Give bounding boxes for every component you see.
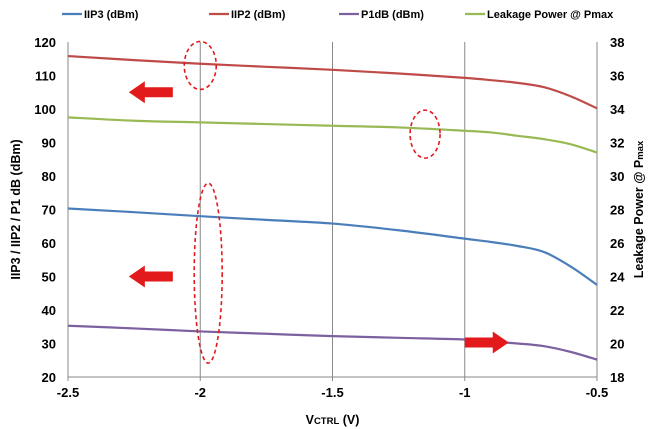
x-axis-title-sub: CTRL — [314, 416, 340, 427]
y-right-tick-label-10: 38 — [610, 35, 624, 50]
series-line-2 — [67, 324, 598, 361]
y-left-tick-label-5: 70 — [42, 203, 56, 218]
y-left-tick-label-1: 30 — [42, 337, 56, 352]
series-line-3 — [67, 116, 598, 154]
annotation-arrow-2 — [128, 265, 173, 288]
y-right-tick-label-6: 30 — [610, 169, 624, 184]
y-right-tick-label-3: 24 — [610, 270, 625, 285]
y-right-tick-label-9: 36 — [610, 69, 624, 84]
grid-lines — [67, 42, 598, 377]
axes — [67, 376, 598, 381]
legend-label-2: P1dB (dBm) — [361, 9, 424, 21]
y-left-tick-label-8: 100 — [34, 102, 56, 117]
legend: IIP3 (dBm) IIP2 (dBm) P1dB (dBm) Leakage Po… — [62, 9, 614, 21]
y-right-tick-label-1: 20 — [610, 337, 624, 352]
x-tick-label-1: -2 — [194, 385, 206, 400]
x-tick-label-3: -1 — [459, 385, 471, 400]
legend-label-1: IIP2 (dBm) — [231, 9, 286, 21]
y-left-tick-label-7: 90 — [42, 136, 56, 151]
y-left-tick-label-10: 120 — [34, 35, 56, 50]
legend-label-0: IIP3 (dBm) — [84, 9, 139, 21]
series-line-1 — [67, 54, 598, 110]
y-right-tick-label-8: 34 — [610, 102, 625, 117]
y-right-tick-label-5: 28 — [610, 203, 624, 218]
annotations — [128, 40, 509, 364]
y-right-tick-label-0: 18 — [610, 370, 624, 385]
y-left-axis-title: IIP3 / IIP2 / P1 dB (dBm) — [9, 139, 23, 279]
x-tick-label-0: -2.5 — [57, 385, 79, 400]
y-right-tick-labels: 18 20 22 24 26 28 30 32 34 36 38 — [610, 35, 625, 385]
y-left-tick-label-6: 80 — [42, 169, 56, 184]
y-right-tick-label-4: 26 — [610, 236, 624, 251]
y-left-tick-label-9: 110 — [35, 69, 56, 84]
y-right-tick-label-2: 22 — [610, 303, 624, 318]
x-axis-title-tail: (V) — [339, 413, 359, 427]
annotation-ellipse-1 — [409, 109, 441, 159]
x-axis-title-main: V — [306, 413, 315, 427]
y-right-axis-title: Leakage Power @ Pmax — [632, 140, 646, 278]
annotation-arrow-0 — [128, 81, 173, 104]
y-left-tick-label-4: 60 — [42, 236, 56, 251]
annotation-ellipse-2 — [193, 182, 223, 364]
x-tick-labels: -2.5 -2 -1.5 -1 -0.5 — [57, 385, 608, 400]
y-right-axis-title-sub: max — [635, 140, 646, 160]
y-right-tick-label-7: 32 — [610, 136, 624, 151]
annotation-arrow-1 — [464, 331, 509, 354]
x-tick-label-2: -1.5 — [321, 385, 343, 400]
annotation-ellipse-0 — [183, 40, 218, 91]
y-left-tick-label-0: 20 — [42, 370, 56, 385]
y-left-tick-labels: 20 30 40 50 60 70 80 90 100 110 120 — [34, 35, 56, 385]
y-left-tick-label-2: 40 — [42, 303, 56, 318]
x-axis-title: VCTRL (V) — [306, 413, 360, 427]
series-lines — [67, 54, 598, 361]
y-right-axis-title-main: Leakage Power @ P — [632, 160, 646, 279]
series-line-0 — [67, 207, 598, 286]
legend-label-3: Leakage Power @ Pmax — [487, 9, 614, 21]
y-left-tick-label-3: 50 — [42, 270, 56, 285]
x-tick-label-4: -0.5 — [586, 385, 608, 400]
